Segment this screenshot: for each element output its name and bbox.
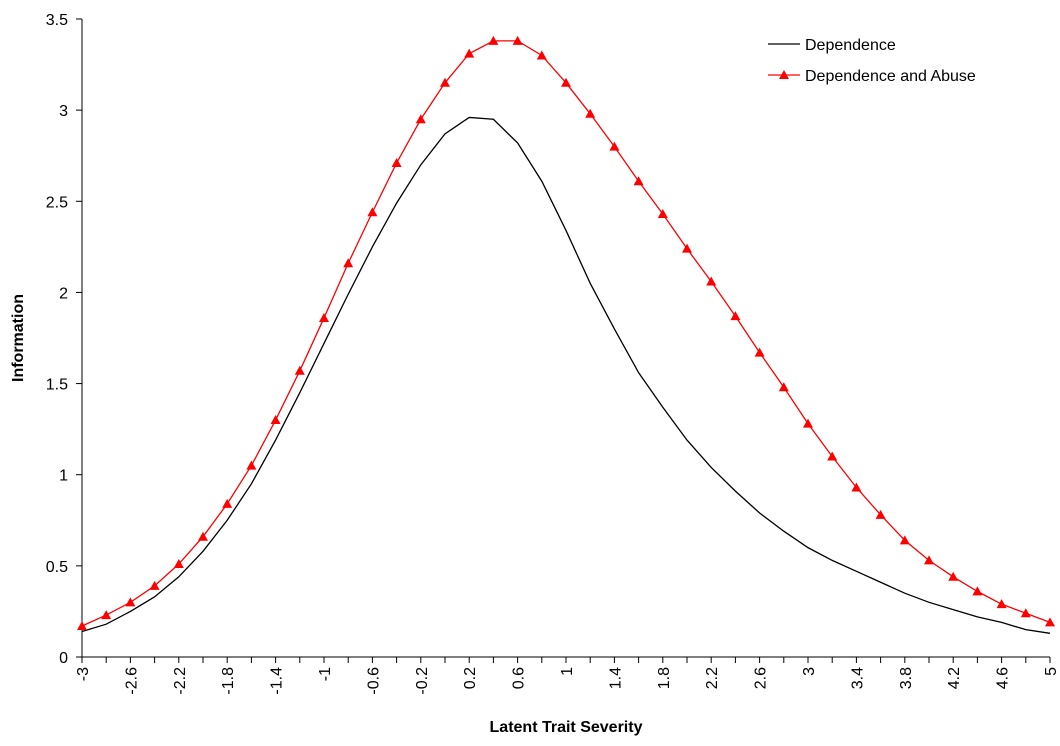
x-tick-label: 1.8 — [656, 667, 673, 689]
x-tick-label: 5 — [1043, 667, 1060, 676]
data-point-triangle — [1045, 617, 1055, 627]
data-point-triangle — [125, 597, 136, 607]
x-tick-label: 0.2 — [462, 667, 479, 689]
data-point-triangle — [343, 258, 354, 268]
data-point-triangle — [391, 158, 402, 168]
data-point-triangle — [754, 347, 765, 357]
series-line-dependence — [81, 116, 1051, 634]
legend: Dependence Dependence and Abuse — [768, 37, 976, 85]
x-tick-label: 3.4 — [849, 667, 866, 689]
x-tick-label: 2.2 — [704, 667, 721, 689]
data-point-triangle — [536, 50, 547, 60]
x-tick-label: -1 — [317, 667, 334, 681]
x-tick-label: -3 — [75, 667, 92, 681]
y-tick-label: 0 — [59, 650, 68, 667]
y-tick-label: 3.5 — [46, 12, 68, 29]
data-point-triangle — [633, 176, 644, 186]
data-point-triangle — [851, 482, 862, 492]
data-point-triangle — [149, 580, 160, 590]
data-point-triangle — [488, 35, 499, 45]
x-tick-label: 0.6 — [511, 667, 528, 689]
data-point-triangle — [319, 312, 329, 322]
legend-label-dependence: Dependence — [805, 37, 896, 54]
y-tick-label: 3 — [59, 103, 68, 120]
data-point-triangle — [415, 114, 426, 124]
data-point-triangle — [561, 77, 571, 87]
y-tick-label: 0.5 — [46, 559, 68, 576]
x-tick-label: -1.4 — [269, 667, 286, 695]
data-point-triangle — [294, 365, 305, 375]
data-point-triangle — [827, 451, 838, 461]
data-point-triangle — [682, 243, 692, 253]
data-point-triangle — [512, 35, 523, 45]
data-point-triangle — [803, 418, 813, 428]
x-tick-label: -2.6 — [123, 667, 140, 695]
legend-marker-triangle — [779, 70, 789, 79]
x-tick-label: -0.2 — [414, 667, 431, 695]
data-point-triangle — [198, 531, 208, 541]
data-point-triangle — [778, 382, 789, 392]
x-tick-label: 4.2 — [946, 667, 963, 689]
y-axis-title: Information — [10, 294, 27, 382]
x-tick-label: 1.4 — [607, 667, 624, 689]
y-tick-label: 1 — [59, 468, 68, 485]
x-tick-label: -0.6 — [365, 667, 382, 695]
y-tick-label: 1.5 — [46, 377, 68, 394]
x-tick-label: 4.6 — [995, 667, 1012, 689]
data-point-triangle — [996, 599, 1007, 609]
data-point-triangle — [585, 108, 596, 118]
x-axis-title: Latent Trait Severity — [490, 719, 643, 736]
y-tick-label: 2.5 — [46, 194, 68, 211]
data-point-triangle — [367, 207, 378, 217]
data-point-triangle — [875, 509, 886, 519]
data-point-triangle — [657, 209, 668, 219]
data-point-triangle — [77, 621, 87, 631]
data-point-triangle — [222, 498, 233, 508]
y-axis-ticks: 0 0.5 1 1.5 2 2.5 3 3.5 — [46, 12, 82, 667]
series-layer — [77, 35, 1055, 634]
data-point-triangle — [464, 48, 475, 58]
x-tick-label: -1.8 — [220, 667, 237, 695]
x-tick-label: 2.6 — [753, 667, 770, 689]
data-point-triangle — [440, 77, 450, 87]
legend-label-dependence-and-abuse: Dependence and Abuse — [805, 68, 976, 85]
axes — [81, 19, 1050, 658]
x-tick-label: -2.2 — [172, 667, 189, 695]
data-point-triangle — [924, 555, 934, 565]
x-axis-ticks: -3 -2.6 -2.2 -1.8 -1.4 -1 -0.6 -0.2 0.2 0.6 1 1.4 1.… — [75, 657, 1060, 695]
data-point-triangle — [246, 460, 257, 470]
data-point-triangle — [730, 311, 741, 321]
data-point-triangle — [270, 415, 281, 425]
data-point-triangle — [706, 276, 717, 286]
data-point-triangle — [948, 571, 959, 581]
x-tick-label: 1 — [559, 667, 576, 676]
data-point-triangle — [972, 586, 983, 596]
data-point-triangle — [173, 559, 184, 569]
x-tick-label: 3 — [801, 667, 818, 676]
y-tick-label: 2 — [59, 285, 68, 302]
x-tick-label: 3.8 — [898, 667, 915, 689]
data-point-triangle — [609, 141, 620, 151]
data-point-triangle — [1020, 608, 1031, 618]
data-point-triangle — [101, 610, 112, 620]
data-point-triangle — [899, 535, 910, 545]
